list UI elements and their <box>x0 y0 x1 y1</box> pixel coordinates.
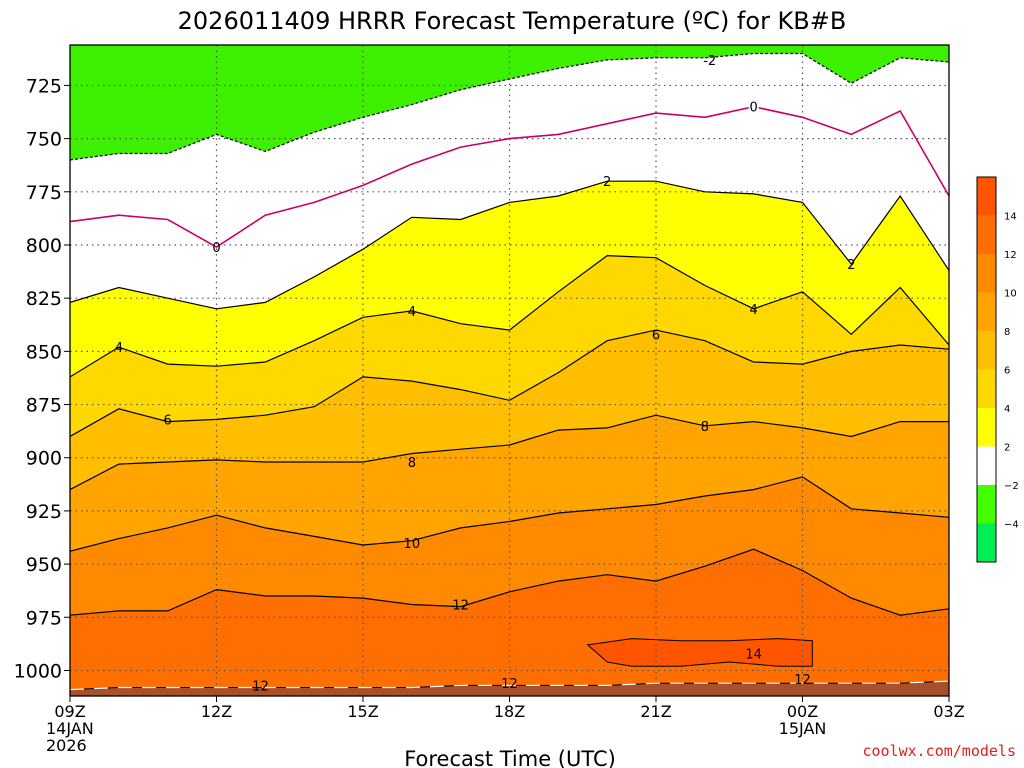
band-8-to-10 <box>70 415 949 552</box>
y-tick-label-900: 900 <box>26 448 62 470</box>
chart-title: 2026011409 HRRR Forecast Temperature (ºC… <box>178 7 847 35</box>
isotherm-label-15: 12 <box>501 677 518 692</box>
x-tick-label-6-0: 03Z <box>933 702 964 721</box>
colorbar-tick-6: 6 <box>1004 366 1010 377</box>
isotherm-label-12: 10 <box>404 537 421 552</box>
y-tick-label-825: 825 <box>26 288 62 310</box>
colorbar-tick--2: −2 <box>1004 481 1019 492</box>
isotherm-label-3: 2 <box>603 175 611 190</box>
isotherm-labels: -2 0 0 2 2 4 4 4 6 6 8 8 10 12 12 12 12 14 <box>115 54 856 694</box>
isotherm-label-11: 8 <box>701 420 709 435</box>
colorbar-band-8 <box>977 292 996 331</box>
colorbar-band-6 <box>977 331 996 370</box>
isotherm-4 <box>70 254 949 378</box>
isotherm-label-6: 4 <box>408 305 416 320</box>
colorbar-tick-8: 8 <box>1004 327 1010 338</box>
colorbar-tick-2: 2 <box>1004 443 1010 454</box>
isotherm-label-4: 2 <box>847 258 855 273</box>
isotherm-label-7: 4 <box>750 303 758 318</box>
x-tick-label-0-1: 14JAN <box>46 719 94 738</box>
band--2-to-0 <box>70 53 949 248</box>
colorbar-band-14 <box>977 177 996 216</box>
colorbar-band--4 <box>977 485 996 524</box>
ground-layer <box>70 680 949 696</box>
band-4-to-6 <box>70 255 949 437</box>
x-tick-label-5-0: 00Z <box>787 702 818 721</box>
colorbar-band--2 <box>977 446 996 485</box>
colorbar-band-4 <box>977 369 996 408</box>
x-tick-label-3-0: 18Z <box>494 702 525 721</box>
band-6-to-8 <box>70 330 949 490</box>
x-tick-label-5-1: 15JAN <box>779 719 827 738</box>
isotherm-10 <box>70 476 949 552</box>
band-warm-pocket-14 <box>586 638 813 667</box>
y-tick-label-850: 850 <box>26 341 62 363</box>
isotherm-label-8: 6 <box>164 413 172 428</box>
y-tick-label-750: 750 <box>26 129 62 151</box>
isotherm-label-14: 12 <box>252 679 269 694</box>
x-tick-label-4-0: 21Z <box>640 702 671 721</box>
y-tick-label-800: 800 <box>26 235 62 257</box>
colorbar-tick-14: 14 <box>1004 212 1017 223</box>
colorbar-tick-12: 12 <box>1004 250 1017 261</box>
isotherm-label-16: 12 <box>794 673 811 688</box>
x-axis-label: Forecast Time (UTC) <box>404 747 616 768</box>
colorbar-band--6 <box>977 523 996 562</box>
colorbar-band-12 <box>977 215 996 254</box>
isotherm-0 <box>70 105 949 249</box>
isotherm-label-1: 0 <box>750 101 758 116</box>
colorbar-band-2 <box>977 408 996 447</box>
band-2-to-4 <box>70 181 949 377</box>
pressure-axis: 725 750 775 800 825 850 875 900 925 950 975 1000 <box>14 75 70 682</box>
isotherm-8 <box>70 414 949 491</box>
grid-lines <box>70 45 949 696</box>
y-tick-label-1000: 1000 <box>14 660 62 682</box>
isotherm-label-13: 12 <box>452 599 469 614</box>
y-tick-label-950: 950 <box>26 554 62 576</box>
isotherm-label-10: 8 <box>408 456 416 471</box>
isotherm-lines <box>70 52 949 616</box>
isotherm-label-2: 0 <box>212 241 220 256</box>
colorbar-frame <box>976 176 997 563</box>
y-tick-label-875: 875 <box>26 395 62 417</box>
isotherm-2 <box>70 180 949 310</box>
colorbar-tick-10: 10 <box>1004 289 1017 300</box>
colorbar: −4 −2 2 4 6 8 10 12 14 <box>976 176 1019 563</box>
isotherm-label-17: 14 <box>745 647 762 662</box>
x-tick-label-1-0: 12Z <box>201 702 232 721</box>
isotherm-6 <box>70 329 949 438</box>
surface-line <box>70 680 949 691</box>
y-tick-label-725: 725 <box>26 75 62 97</box>
y-tick-label-975: 975 <box>26 607 62 629</box>
x-tick-label-0-0: 09Z <box>54 702 85 721</box>
colorbar-tick--4: −4 <box>1004 520 1019 531</box>
isotherm--2 <box>70 52 949 161</box>
band-0-to-2 <box>70 106 949 309</box>
isotherm-label-bg-1 <box>748 99 759 113</box>
y-tick-label-775: 775 <box>26 182 62 204</box>
isotherm-label-0: -2 <box>703 54 716 69</box>
x-tick-label-0-2: 2026 <box>46 736 87 755</box>
colorbar-band-10 <box>977 254 996 293</box>
colorbar-tick-4: 4 <box>1004 404 1010 415</box>
isotherm-label-9: 6 <box>652 328 660 343</box>
credit-text: coolwx.com/models <box>862 742 1016 760</box>
isotherm-label-5: 4 <box>115 341 123 356</box>
y-tick-label-925: 925 <box>26 501 62 523</box>
isotherm-12 <box>70 548 949 616</box>
x-tick-label-2-0: 15Z <box>347 702 378 721</box>
